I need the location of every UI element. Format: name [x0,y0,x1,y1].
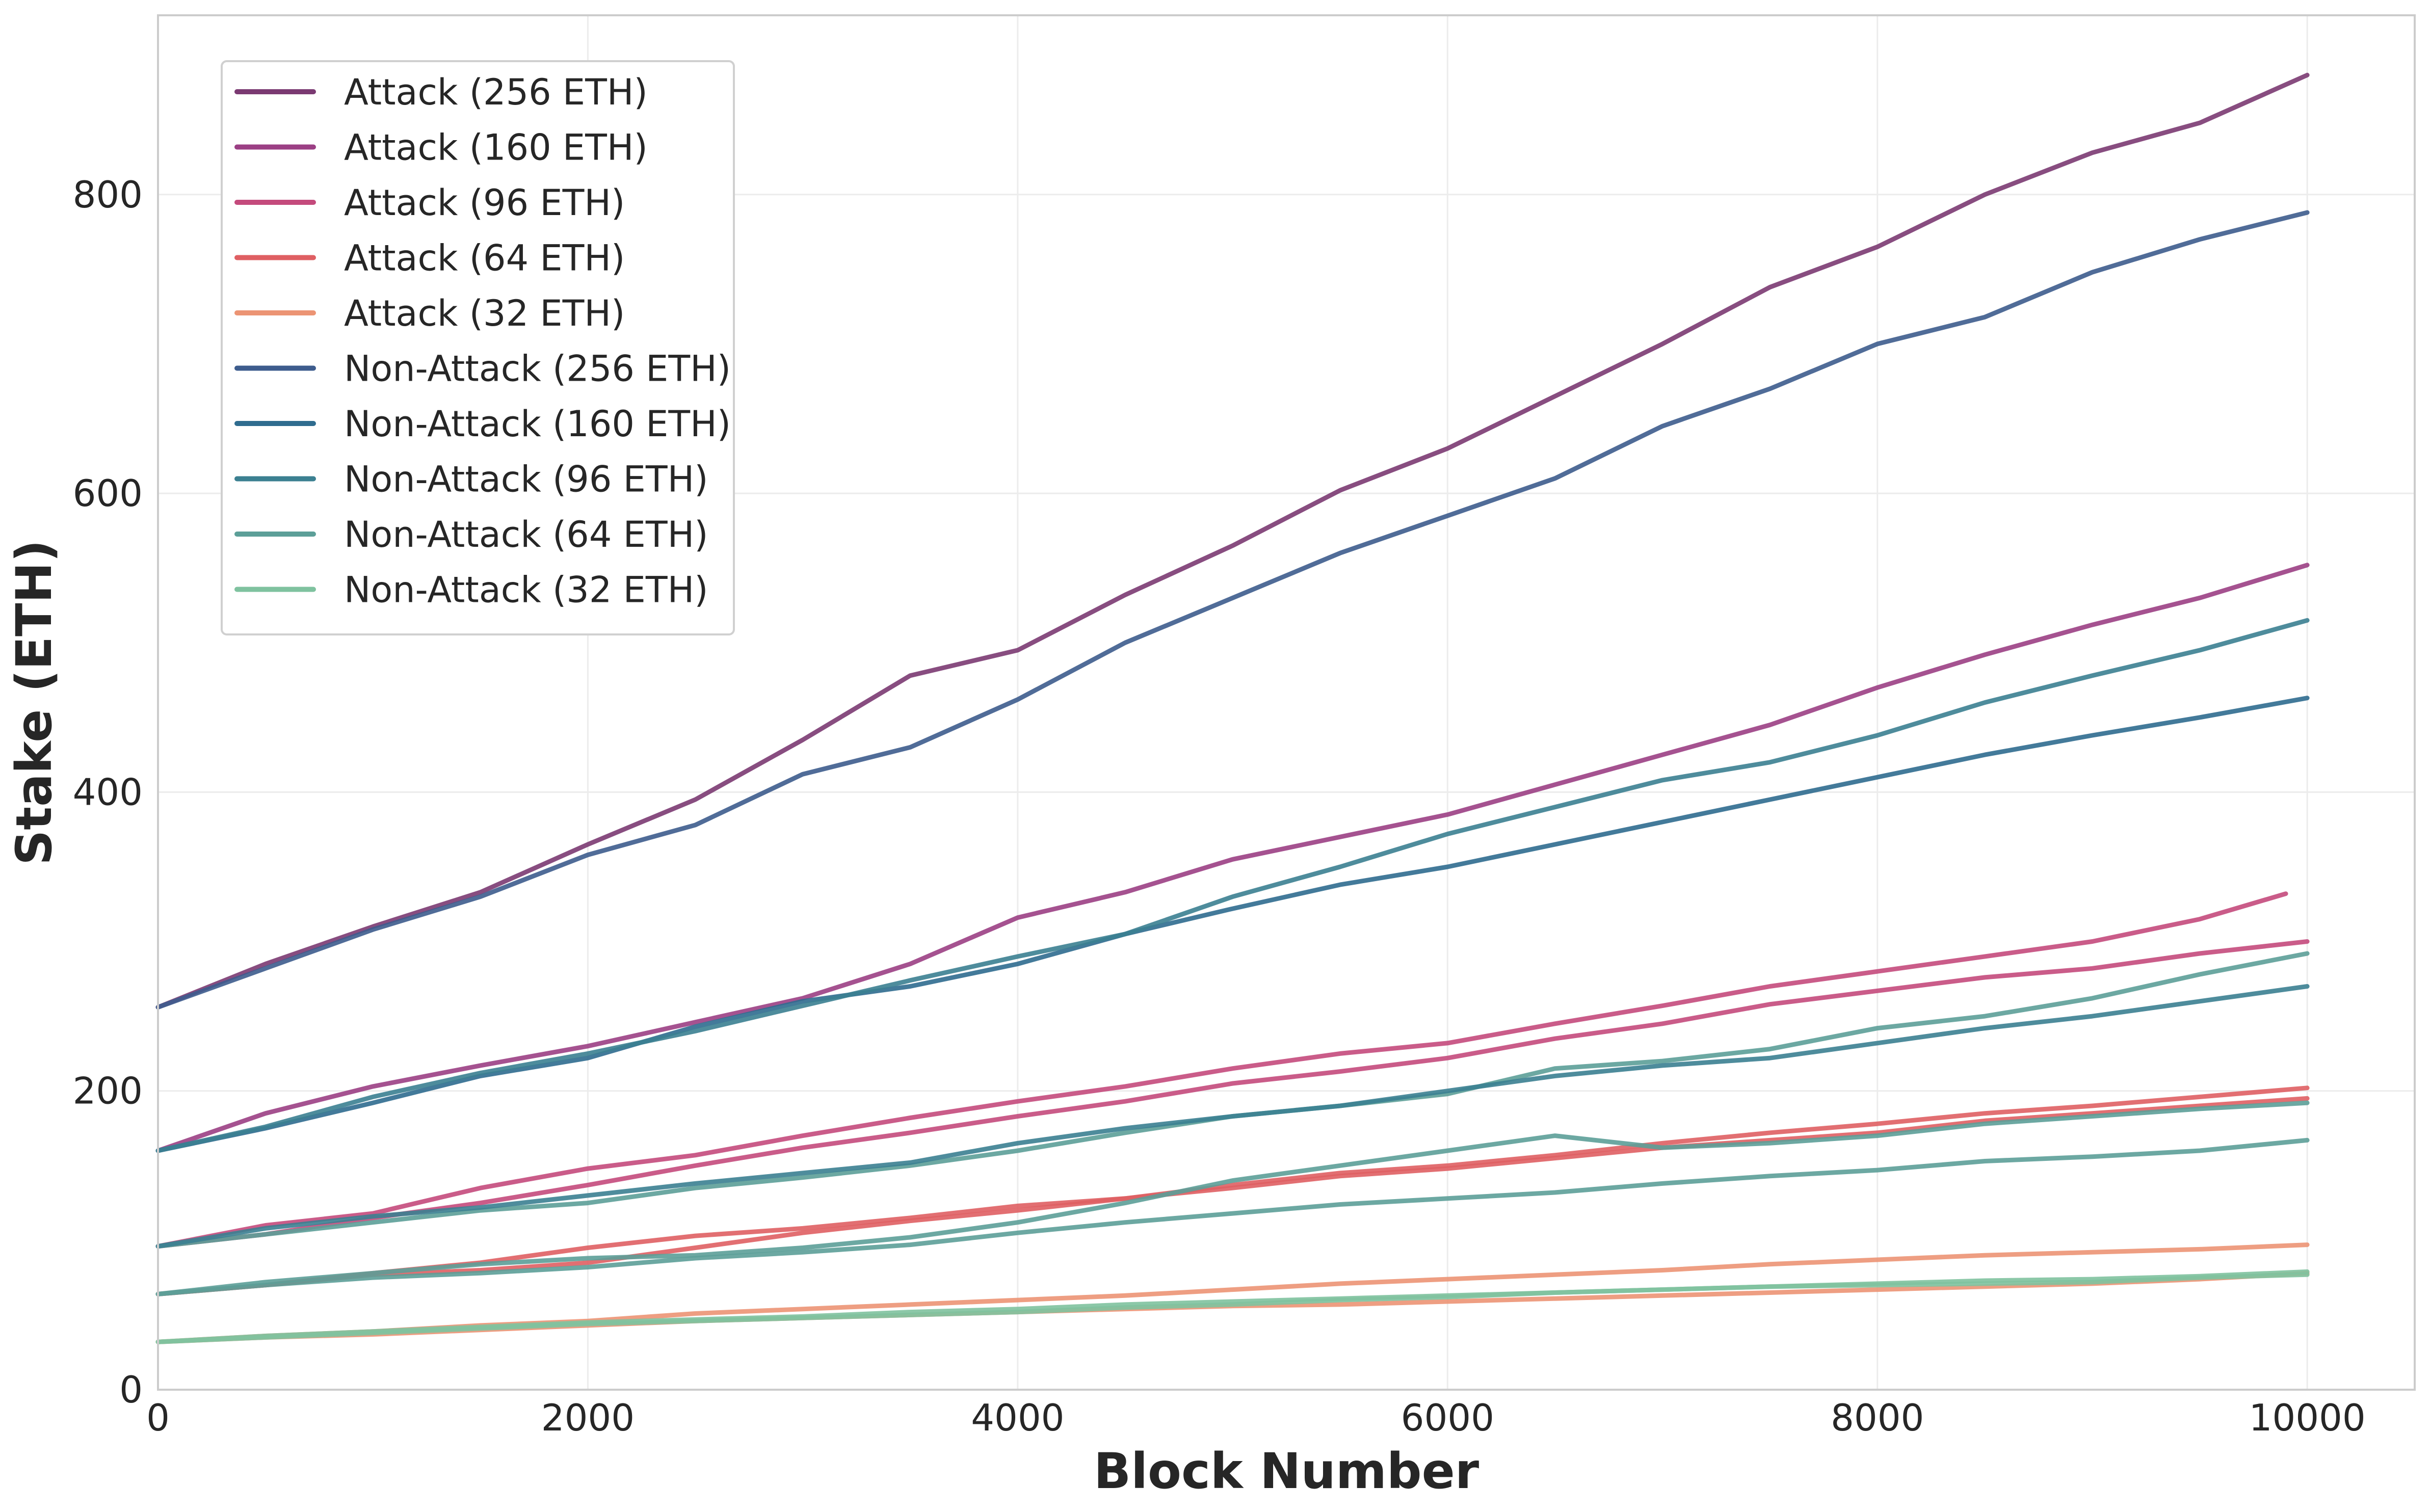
legend: Attack (256 ETH) Attack (160 ETH) Attack (… [221,60,735,635]
y-axis-title: Stake (ETH) [6,540,63,865]
y-tick-label: 0 [119,1368,143,1411]
legend-label: Attack (96 ETH) [344,182,625,224]
plot-frame [157,14,2416,1391]
x-tick-label: 4000 [971,1396,1064,1439]
series-line [155,1137,2310,1296]
legend-box [221,60,735,635]
y-tick-label: 800 [73,173,143,216]
series-line [155,72,2310,1010]
legend-label: Non-Attack (96 ETH) [344,459,708,500]
series-line [155,210,2310,1010]
series-line [155,1100,2310,1296]
x-tick-label: 2000 [541,1396,635,1439]
x-tick-label: 6000 [1401,1396,1494,1439]
x-axis-title: Block Number [1094,1443,1480,1500]
series-line [155,696,2310,1153]
series-line [155,984,2310,1249]
legend-label: Non-Attack (32 ETH) [344,569,708,611]
y-tick-label: 200 [73,1070,143,1112]
series-line [155,891,2288,1249]
series-lines [155,72,2310,1344]
x-tick-label: 0 [146,1396,170,1439]
legend-label: Attack (160 ETH) [344,127,648,169]
series-line [155,563,2310,1153]
legend-label: Attack (32 ETH) [344,293,625,334]
legend-label: Attack (64 ETH) [344,237,625,279]
legend-label: Non-Attack (64 ETH) [344,514,708,555]
tick-labels: 0 2000 4000 6000 8000 10000 0 200 400 600 800 [73,173,2366,1439]
x-tick-label: 10000 [2249,1396,2366,1439]
series-line [155,1085,2310,1296]
series-line [155,1096,2310,1296]
legend-label: Attack (256 ETH) [344,71,648,113]
series-line [155,939,2310,1249]
series-line [155,1272,2310,1344]
x-tick-label: 8000 [1831,1396,1924,1439]
legend-label: Non-Attack (256 ETH) [344,348,731,390]
series-line [155,618,2310,1153]
legend-label: Non-Attack (160 ETH) [344,403,731,445]
y-tick-label: 400 [73,771,143,813]
y-tick-label: 600 [73,472,143,515]
